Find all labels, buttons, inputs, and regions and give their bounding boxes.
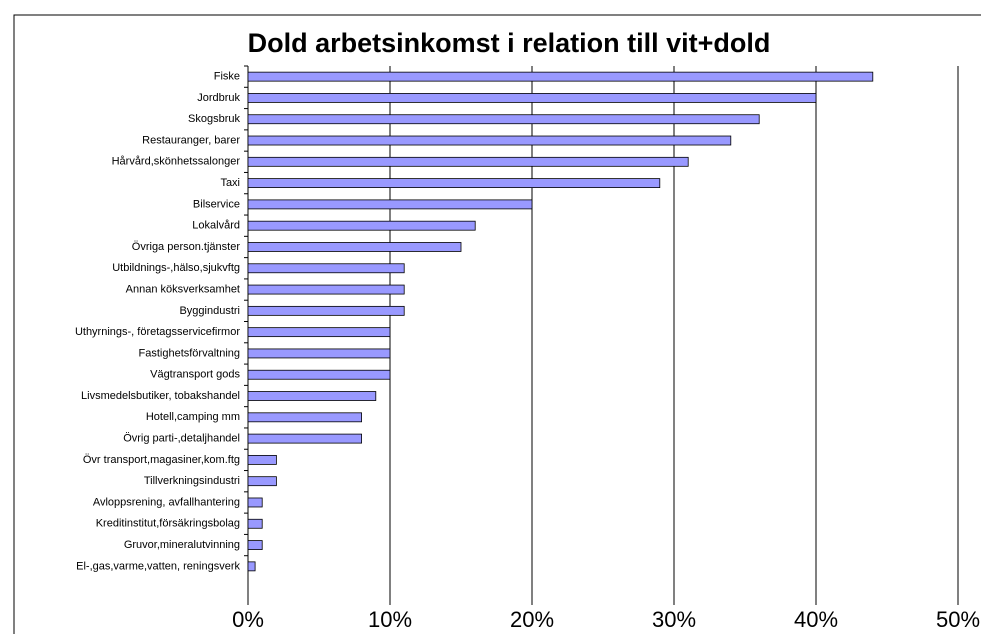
- y-tick-label: Lokalvård: [192, 220, 240, 232]
- bar: [247, 135, 732, 146]
- y-tick-label: Vägtransport gods: [150, 369, 240, 381]
- y-tick-label: Övrig parti-,detaljhandel: [123, 433, 240, 445]
- y-tick-label: Skogsbruk: [188, 113, 240, 125]
- y-tick-label: Tillverkningsindustri: [144, 475, 240, 487]
- y-tick-label: Övr transport,magasiner,kom.ftg: [83, 454, 240, 466]
- bar: [247, 518, 263, 529]
- x-tick-label: 40%: [794, 607, 838, 632]
- bar: [247, 476, 277, 487]
- bar: [247, 156, 689, 167]
- y-tick-label: Taxi: [220, 177, 240, 189]
- x-tick-label: 10%: [368, 607, 412, 632]
- y-tick-label: Restauranger, barer: [142, 134, 240, 146]
- y-tick-label: Fastighetsförvaltning: [139, 347, 241, 359]
- bar: [247, 71, 874, 82]
- bar: [247, 284, 405, 295]
- bar: [247, 242, 462, 252]
- bar: [247, 263, 405, 274]
- bar: [247, 412, 362, 423]
- chart-frame: [13, 14, 981, 634]
- x-tick-label: 30%: [652, 607, 696, 632]
- y-tick-label: Gruvor,mineralutvinning: [124, 539, 240, 551]
- y-tick-label: Fiske: [214, 71, 240, 83]
- y-tick-label: Hotell,camping mm: [146, 411, 240, 423]
- bar: [247, 327, 391, 338]
- bar: [247, 178, 661, 189]
- bar: [247, 497, 263, 508]
- y-tick-label: Avloppsrening, avfallhantering: [93, 496, 240, 508]
- y-tick-label: Bilservice: [193, 198, 240, 210]
- bar: [247, 220, 476, 231]
- bar: [247, 391, 377, 401]
- bar: [247, 348, 391, 359]
- bar: [247, 199, 533, 210]
- bar: [247, 561, 256, 572]
- bar: [247, 540, 263, 550]
- bar: [247, 114, 760, 125]
- x-tick-label: 50%: [936, 607, 980, 632]
- y-tick-label: Hårvård,skönhetssalonger: [112, 156, 241, 168]
- y-tick-label: Utbildnings-,hälso,sjukvftg: [112, 262, 240, 274]
- y-tick-label: Uthyrnings-, företagsservicefirmor: [75, 326, 240, 338]
- y-tick-label: El-,gas,varme,vatten, reningsverk: [76, 560, 240, 572]
- bar: [247, 454, 277, 465]
- bar: [247, 305, 405, 316]
- y-tick-label: Annan köksverksamhet: [126, 283, 240, 295]
- x-tick-label: 20%: [510, 607, 554, 632]
- y-tick-label: Byggindustri: [179, 305, 240, 317]
- y-tick-label: Kreditinstitut,försäkringsbolag: [96, 518, 240, 530]
- bar: [247, 369, 391, 380]
- x-tick-label: 0%: [232, 607, 264, 632]
- bar: [247, 93, 817, 103]
- y-tick-label: Jordbruk: [197, 92, 240, 104]
- y-tick-label: Övriga person.tjänster: [132, 241, 241, 253]
- bar: [247, 433, 362, 444]
- chart-title: Dold arbetsinkomst i relation till vit+d…: [248, 28, 771, 58]
- y-tick-label: Livsmedelsbutiker, tobakshandel: [81, 390, 240, 402]
